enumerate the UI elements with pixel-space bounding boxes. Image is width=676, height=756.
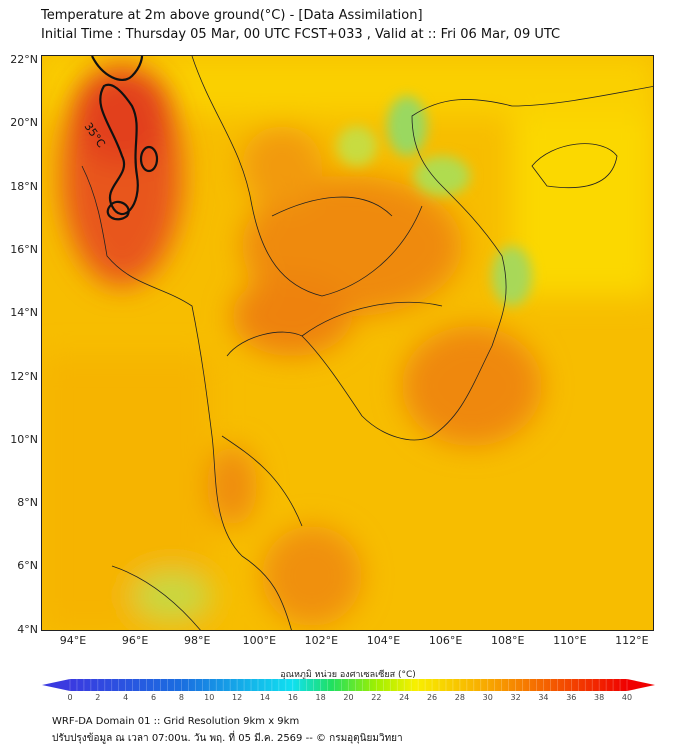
contour-35c: [91, 56, 159, 221]
longitude-tick: 104°E: [366, 634, 401, 647]
latitude-tick: 10°N: [10, 432, 38, 446]
colorbar-tick: 24: [399, 693, 410, 702]
colorbar-tick: 40: [621, 693, 633, 702]
colorbar-tick: 0: [67, 693, 73, 702]
colorbar-tick: 32: [510, 693, 521, 702]
colorbar-max-arrow: [627, 679, 655, 691]
colorbar-tick: 20: [343, 693, 354, 702]
colorbar-tick: 12: [232, 693, 243, 702]
colorbar-tick: 28: [454, 693, 465, 702]
latitude-tick: 4°N: [17, 622, 38, 636]
colorbar-tick: 36: [566, 693, 577, 702]
colorbar-tick: 16: [287, 693, 298, 702]
colorbar-tick: 22: [371, 693, 382, 702]
longitude-tick: 106°E: [428, 634, 463, 647]
colorbar-tick: 38: [594, 693, 605, 702]
chart-subtitle: Initial Time : Thursday 05 Mar, 00 UTC F…: [41, 27, 561, 42]
hot-region-myanmar: [62, 66, 182, 286]
latitude-tick: 20°N: [10, 116, 38, 130]
temperature-map: 35°C: [41, 55, 654, 631]
footer-model-info: WRF-DA Domain 01 :: Grid Resolution 9km …: [52, 716, 300, 727]
colorbar-tick: 14: [259, 693, 271, 702]
latitude-tick: 18°N: [10, 179, 38, 193]
warm-regions: [42, 56, 653, 630]
longitude-tick: 96°E: [121, 634, 149, 647]
colorbar-tick: 34: [538, 693, 549, 702]
footer-update-info: ปรับปรุงข้อมูล ณ เวลา 07:00น. วัน พฤ. ที…: [52, 733, 403, 744]
cool-regions: [337, 96, 532, 306]
latitude-tick: 6°N: [17, 559, 38, 573]
colorbar-gradient: [70, 679, 627, 691]
longitude-tick: 112°E: [615, 634, 649, 647]
colorbar-tick: 18: [315, 693, 326, 702]
latitude-tick: 22°N: [10, 53, 38, 66]
longitude-tick: 108°E: [490, 634, 525, 647]
latitude-tick: 16°N: [10, 242, 38, 256]
longitude-tick: 100°E: [242, 634, 277, 647]
latitude-tick: 14°N: [10, 306, 38, 320]
colorbar-tick: 6: [151, 693, 157, 702]
colorbar-label: อุณหภูมิ หน่วย องศาเซลเซียส (°C): [280, 670, 416, 680]
colorbar-min-arrow: [42, 679, 70, 691]
colorbar-tick: 10: [204, 693, 215, 702]
chart-title: Temperature at 2m above ground(°C) - [Da…: [41, 8, 423, 23]
latitude-tick: 12°N: [10, 369, 38, 383]
longitude-tick: 102°E: [304, 634, 339, 647]
temperature-field: 35°C: [42, 56, 653, 630]
coastlines-borders: [81, 56, 653, 630]
colorbar-tick: 30: [482, 693, 493, 702]
colorbar-tick: 26: [426, 693, 438, 702]
longitude-tick: 110°E: [553, 634, 587, 647]
longitude-tick: 98°E: [183, 634, 211, 647]
latitude-tick: 8°N: [17, 496, 38, 510]
longitude-tick: 94°E: [59, 634, 87, 647]
colorbar-tick: 8: [178, 693, 184, 702]
colorbar-tick: 4: [123, 693, 129, 702]
colorbar: [42, 679, 655, 691]
colorbar-tick: 2: [95, 693, 101, 702]
